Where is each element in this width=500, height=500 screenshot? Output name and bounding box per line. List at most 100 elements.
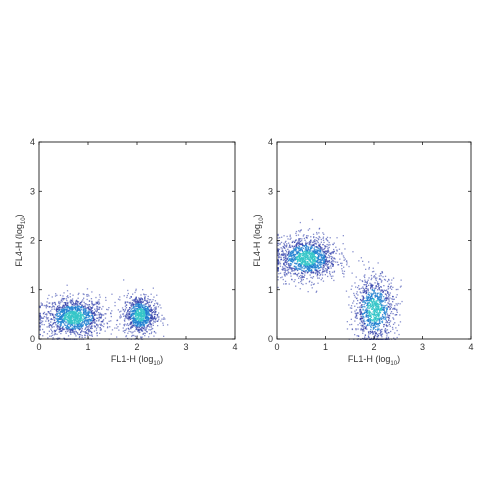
data-point [368, 322, 371, 325]
data-point [154, 309, 156, 312]
data-point [152, 299, 154, 301]
data-point [303, 255, 305, 257]
data-point [139, 324, 142, 326]
data-point [132, 317, 134, 319]
data-point [50, 330, 53, 332]
data-point [387, 306, 389, 308]
data-point [378, 285, 380, 287]
data-point [155, 307, 157, 309]
data-point [91, 314, 93, 317]
data-point [313, 252, 315, 254]
data-point [370, 314, 372, 316]
data-point [40, 302, 42, 304]
data-point [320, 253, 322, 255]
data-point [130, 321, 132, 324]
data-point [121, 307, 124, 309]
data-point [129, 316, 131, 319]
data-point [311, 257, 313, 259]
data-point [144, 316, 146, 318]
data-point [331, 260, 333, 262]
data-point [73, 310, 75, 312]
data-point [150, 309, 152, 311]
data-point [73, 303, 75, 305]
data-point [142, 333, 144, 335]
data-point [325, 252, 327, 254]
data-point [84, 307, 86, 309]
data-point [146, 312, 148, 314]
data-point [126, 337, 129, 340]
data-point [62, 306, 64, 308]
data-point [290, 250, 293, 252]
data-point [363, 322, 366, 325]
y-tick-label: 3 [30, 186, 35, 196]
data-point [322, 268, 325, 270]
data-point [94, 314, 96, 316]
data-point [364, 281, 367, 283]
data-point [46, 317, 48, 319]
data-point [153, 305, 155, 307]
data-point [48, 312, 50, 314]
data-point [143, 326, 146, 328]
data-point [372, 318, 374, 320]
data-point [369, 297, 371, 300]
data-point [315, 251, 317, 253]
data-point [66, 316, 68, 318]
data-point [372, 333, 374, 335]
data-point [315, 242, 317, 244]
data-point [375, 295, 378, 297]
data-point [63, 308, 66, 310]
data-point [67, 319, 70, 322]
data-point [82, 293, 84, 295]
data-point [309, 265, 311, 267]
data-point [390, 312, 392, 315]
data-point [315, 243, 317, 245]
data-point [85, 316, 88, 319]
data-point [326, 239, 328, 241]
data-point [77, 304, 79, 307]
data-point [128, 328, 130, 330]
data-point [281, 236, 283, 238]
data-point [100, 317, 102, 319]
data-point [46, 333, 49, 335]
data-point [364, 290, 366, 292]
y-tick-label: 2 [268, 236, 273, 246]
data-point [309, 263, 311, 266]
data-point [80, 301, 83, 303]
data-point [284, 280, 287, 282]
data-point [133, 321, 135, 323]
data-point [277, 233, 279, 236]
data-point [360, 312, 362, 314]
data-point [322, 264, 325, 267]
data-point [93, 304, 95, 306]
data-point [147, 325, 150, 327]
data-point [70, 325, 72, 327]
data-point [329, 261, 331, 264]
data-point [88, 319, 91, 321]
data-point [152, 318, 154, 320]
data-point [39, 305, 41, 307]
data-point [285, 259, 287, 261]
data-point [388, 321, 391, 324]
data-point [300, 268, 302, 270]
data-point [141, 310, 143, 312]
data-point [133, 334, 135, 337]
data-point [85, 309, 87, 311]
data-point [76, 320, 78, 323]
data-point [279, 263, 282, 265]
data-point [384, 314, 387, 316]
data-point [386, 316, 388, 318]
data-point [360, 320, 362, 322]
data-point [142, 330, 144, 332]
data-point [299, 250, 301, 252]
data-point [141, 328, 143, 330]
data-point [82, 325, 84, 327]
data-point [122, 330, 124, 332]
data-point [73, 313, 75, 316]
data-point [377, 326, 379, 328]
data-point [122, 313, 124, 315]
data-point [390, 330, 392, 333]
data-point [318, 261, 320, 263]
data-point [374, 309, 376, 311]
data-point [320, 266, 322, 268]
data-point [293, 265, 295, 267]
